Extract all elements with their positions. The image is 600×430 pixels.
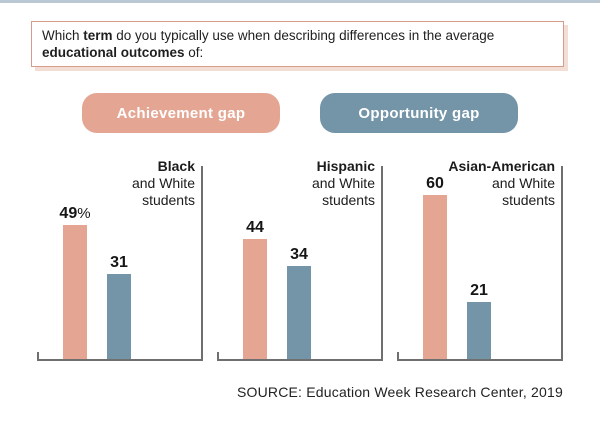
legend-opportunity-gap: Opportunity gap [320,93,518,133]
group-title-line3: students [142,192,195,208]
bar-achievement-gap: 60 [423,175,447,359]
bar-value-label: 31 [110,254,128,271]
bar-value-label: 34 [290,246,308,263]
group-title-line1: Black [157,158,195,174]
chart-group-black-white: Black and White students 49% 31 [37,158,203,361]
chart-group-asian-american-white: Asian-American and White students 60 21 [397,158,563,361]
axis-left-tick [37,352,39,361]
group-title-line2: and White [491,175,555,191]
axis-baseline [397,359,563,361]
bar-achievement-gap: 49% [59,205,91,359]
axis-vertical-line [561,166,563,361]
question-text-bold-term: term [83,28,113,43]
group-title: Black and White students [132,158,195,209]
question-text-middle: do you typically use when describing dif… [112,28,495,43]
axis-left-tick [217,352,219,361]
group-title: Asian-American and White students [448,158,555,209]
group-title: Hispanic and White students [312,158,375,209]
legend-achievement-gap: Achievement gap [82,93,280,133]
chart-group-hispanic-white: Hispanic and White students 44 34 [217,158,383,361]
legend-opportunity-gap-label: Opportunity gap [358,104,480,122]
group-title-line3: students [322,192,375,208]
bar-opportunity-gap: 21 [467,282,491,359]
question-text-suffix: of: [184,45,204,60]
question-box: Which term do you typically use when des… [31,21,564,67]
top-accent-line [0,0,600,3]
bar-value-label: 60 [426,175,444,192]
bar-achievement-gap: 44 [243,219,267,359]
group-title-line2: and White [131,175,195,191]
group-title-line2: and White [311,175,375,191]
legend-achievement-gap-label: Achievement gap [116,104,246,122]
question-text-prefix: Which [42,28,84,43]
group-title-line1: Hispanic [316,158,375,174]
source-credit: SOURCE: Education Week Research Center, … [236,384,563,400]
group-title-line3: students [502,192,555,208]
axis-baseline [37,359,203,361]
axis-vertical-line [381,166,383,361]
axis-left-tick [397,352,399,361]
group-title-line1: Asian-American [448,158,555,174]
question-text-bold-outcomes: educational outcomes [42,45,185,60]
axis-baseline [217,359,383,361]
bar-value-label: 49% [59,205,91,222]
bar-value-label: 44 [246,219,264,236]
bar-opportunity-gap: 34 [287,246,311,359]
bar-value-label: 21 [470,282,488,299]
axis-vertical-line [201,166,203,361]
bar-opportunity-gap: 31 [107,254,131,359]
